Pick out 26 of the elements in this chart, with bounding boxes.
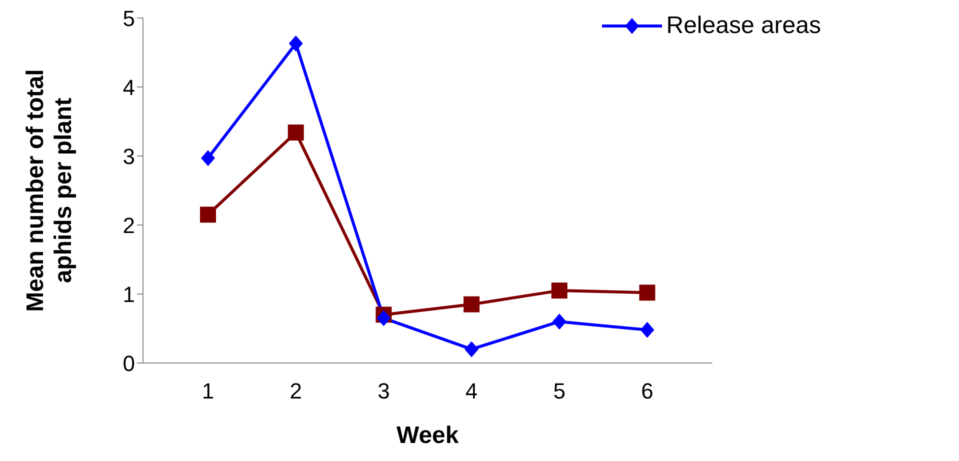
- point: [464, 296, 480, 312]
- point: [288, 36, 303, 52]
- point: [376, 310, 391, 326]
- point: [552, 314, 566, 330]
- point: [640, 322, 654, 338]
- point: [288, 124, 304, 141]
- x-tick-label: 5: [553, 378, 566, 404]
- y-tick-label: 1: [122, 282, 135, 307]
- y-tick-label: 0: [122, 350, 135, 376]
- y-tick-label: 4: [122, 74, 135, 100]
- x-tick-label: 6: [641, 378, 654, 404]
- point: [464, 341, 479, 358]
- y-axis-title: Mean number of total aphids per plant: [22, 69, 77, 312]
- y-tick-label: 3: [122, 144, 135, 169]
- point: [639, 284, 656, 301]
- y-tick-label: 2: [122, 212, 135, 238]
- legend-label: Release areas: [666, 12, 821, 40]
- x-axis-title: Week: [396, 422, 460, 449]
- point: [200, 206, 216, 223]
- x-tick-label: 4: [465, 378, 478, 404]
- x-tick-label: 1: [202, 378, 214, 404]
- point: [201, 150, 215, 166]
- point: [551, 282, 568, 299]
- x-tick-label: 3: [378, 378, 390, 404]
- y-tick-label: 5: [122, 6, 135, 31]
- x-tick-label: 2: [290, 378, 302, 404]
